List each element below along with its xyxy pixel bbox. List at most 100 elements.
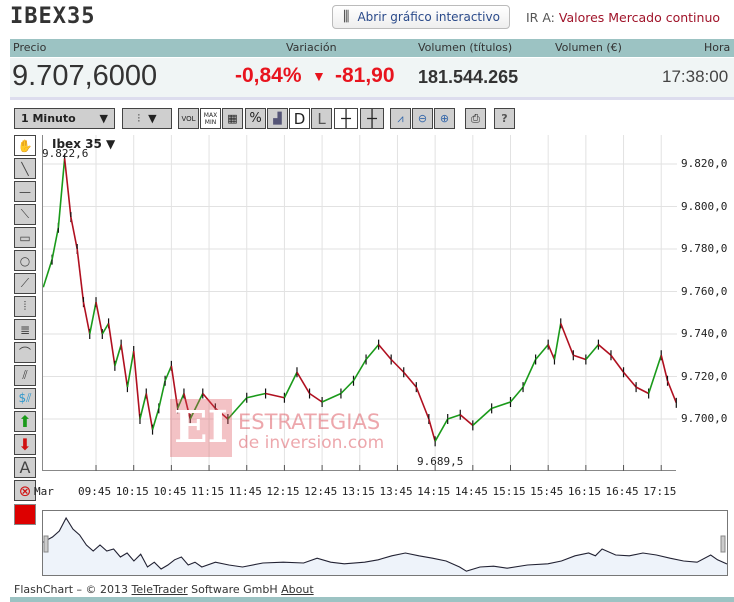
add-indicator-button[interactable]: ⩘ [390, 108, 411, 129]
delete-tool[interactable]: ⊗ [14, 480, 36, 501]
navigator[interactable] [42, 510, 728, 576]
header-vol-titulos: Volumen (títulos) [418, 41, 513, 54]
price-segment [88, 301, 97, 335]
x-tick-label: 14:45 [454, 485, 488, 498]
price-segment [114, 344, 122, 367]
price-segment [189, 393, 204, 420]
buy-signal-tool[interactable]: ⬆ [14, 411, 36, 432]
x-tick-label: 17:15 [643, 485, 677, 498]
open-interactive-chart-button[interactable]: ⫼ Abrir gráfico interactivo [332, 5, 510, 29]
x-first-label: Mar [34, 485, 54, 498]
arc-icon: ⌒ [18, 346, 31, 360]
navigator-area [43, 518, 727, 575]
price-chart[interactable] [42, 135, 678, 471]
interval-label: 1 Minuto [21, 112, 76, 125]
print-button[interactable]: ⎙ [465, 108, 486, 129]
symbol-select[interactable]: Ibex 35 ▼ [52, 137, 115, 151]
price-segment [491, 401, 511, 410]
interval-select[interactable]: 1 Minuto ▼ [14, 108, 115, 129]
volume-titles: 181.544.265 [418, 67, 519, 87]
header-hora: Hora [704, 41, 731, 54]
arc-tool[interactable]: ⌒ [14, 342, 36, 363]
price-segment [70, 216, 78, 250]
price-segment [246, 392, 266, 399]
crosshair-icon: ┼ [341, 109, 351, 128]
goto-link[interactable]: Valores Mercado continuo [558, 10, 721, 25]
price-segment [76, 248, 85, 303]
header-vol-eur: Volumen (€) [555, 41, 622, 54]
price-segment [145, 393, 154, 430]
x-tick-label: 12:15 [266, 485, 300, 498]
zoom-out-button[interactable]: ⊖ [412, 108, 433, 129]
crosshair-l-button[interactable]: ┼ [360, 108, 384, 129]
vertical-lines-tool[interactable]: ⦙ [14, 296, 36, 317]
price-segment [51, 227, 60, 260]
about-link[interactable]: About [281, 583, 314, 596]
text-tool[interactable]: A [14, 457, 36, 478]
zoom-in-button[interactable]: ⊕ [434, 108, 455, 129]
teletrader-link[interactable]: TeleTrader [131, 583, 188, 596]
quote-header: Precio Variación Volumen (títulos) Volum… [10, 39, 734, 57]
maxmin-button[interactable]: MAX MIN [200, 108, 221, 129]
open-chart-label: Abrir gráfico interactivo [357, 10, 500, 24]
price-channel-tool[interactable]: $⫽ [14, 388, 36, 409]
print-icon: ⎙ [471, 111, 480, 125]
grid-button[interactable]: ▦ [222, 108, 243, 129]
navigator-right-handle[interactable] [720, 535, 726, 553]
fibonacci-tool[interactable]: ≣ [14, 319, 36, 340]
price-segment [666, 380, 678, 404]
x-tick-label: 13:45 [379, 485, 413, 498]
price-segment [296, 371, 311, 394]
vertical-lines-icon: ⦙ [23, 299, 27, 313]
channel-tool[interactable]: ⟍ [14, 204, 36, 225]
x-tick-label: 15:15 [492, 485, 526, 498]
dollar-lines-icon: $⫽ [18, 391, 32, 405]
price-segment [647, 355, 662, 394]
price-segment [120, 344, 129, 388]
ellipse-tool[interactable]: ○ [14, 250, 36, 271]
price-segment [622, 371, 637, 388]
zoom-out-icon: ⊖ [417, 112, 428, 125]
navigator-line [42, 516, 728, 572]
color-picker[interactable] [14, 504, 36, 525]
price-segment [660, 355, 669, 381]
circle-icon: ○ [19, 253, 31, 268]
rectangle-tool[interactable]: ▭ [14, 227, 36, 248]
price-segment [434, 418, 449, 442]
daily-button[interactable]: D [289, 108, 310, 129]
price-segment [170, 365, 179, 409]
price-segment [365, 344, 380, 361]
horizontal-line-tool[interactable]: — [14, 181, 36, 202]
delete-icon: ⊗ [18, 481, 32, 500]
header-variacion: Variación [286, 41, 337, 54]
footer: FlashChart – © 2013 TeleTrader Software … [14, 583, 314, 596]
price-segment [472, 407, 493, 426]
pan-tool[interactable]: ✋ [14, 135, 36, 156]
chart-type-select[interactable]: ⫶ ▼ [122, 108, 172, 129]
help-button[interactable]: ? [494, 108, 515, 129]
horizontal-lines-icon: ≣ [19, 322, 31, 337]
price-segment [428, 418, 436, 442]
area-button[interactable]: ▟ [267, 108, 288, 129]
price-segment [82, 301, 91, 335]
fan-tool[interactable]: ⟋ [14, 273, 36, 294]
crosshair-button[interactable]: ┼ [334, 108, 358, 129]
indicator-icon: ⩘ [397, 111, 404, 125]
price-segment [202, 392, 216, 409]
sell-signal-tool[interactable]: ⬇ [14, 434, 36, 455]
percent-button[interactable]: % [245, 108, 266, 129]
price-segment [151, 408, 160, 430]
y-tick-label: 9.800,0 [681, 199, 728, 213]
trendline-tool[interactable]: ╲ [14, 158, 36, 179]
price-segment [459, 414, 474, 426]
volume-button[interactable]: VOL [178, 108, 199, 129]
price-segment [57, 158, 66, 228]
price-segment [378, 344, 392, 361]
page-title: IBEX35 [10, 4, 96, 29]
goto-label: IR A: [526, 10, 555, 25]
linear-button[interactable]: L [311, 108, 332, 129]
navigator-left-handle[interactable] [43, 535, 49, 553]
gann-tool[interactable]: ⫽ [14, 365, 36, 386]
chevron-down-icon: ▼ [99, 112, 108, 125]
zoom-in-icon: ⊕ [439, 112, 450, 125]
